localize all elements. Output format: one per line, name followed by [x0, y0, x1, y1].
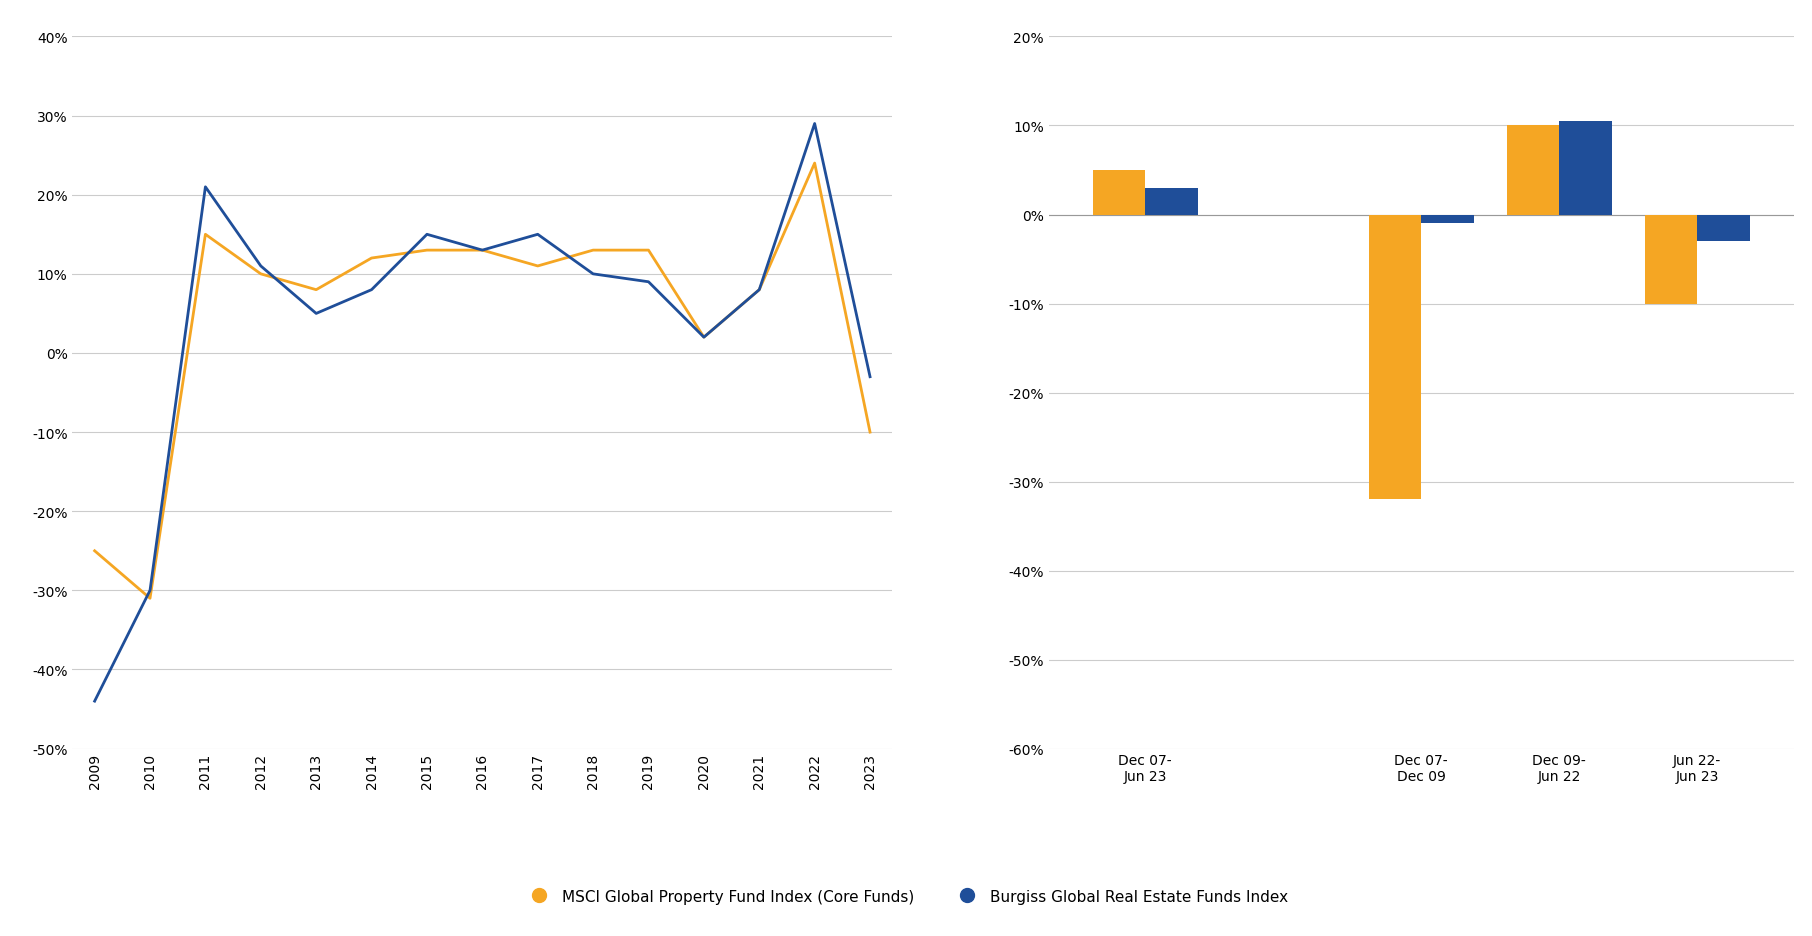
Bar [1508, 126, 1560, 215]
Bar [1560, 122, 1611, 215]
Bar [1145, 189, 1198, 215]
Bar [1368, 215, 1421, 500]
Legend: MSCI Global Property Fund Index (Core Funds), Burgiss Global Real Estate Funds I: MSCI Global Property Fund Index (Core Fu… [518, 883, 1294, 910]
Bar [1645, 215, 1698, 304]
Bar [1698, 215, 1750, 241]
Bar [1093, 170, 1145, 215]
Bar [1421, 215, 1473, 225]
